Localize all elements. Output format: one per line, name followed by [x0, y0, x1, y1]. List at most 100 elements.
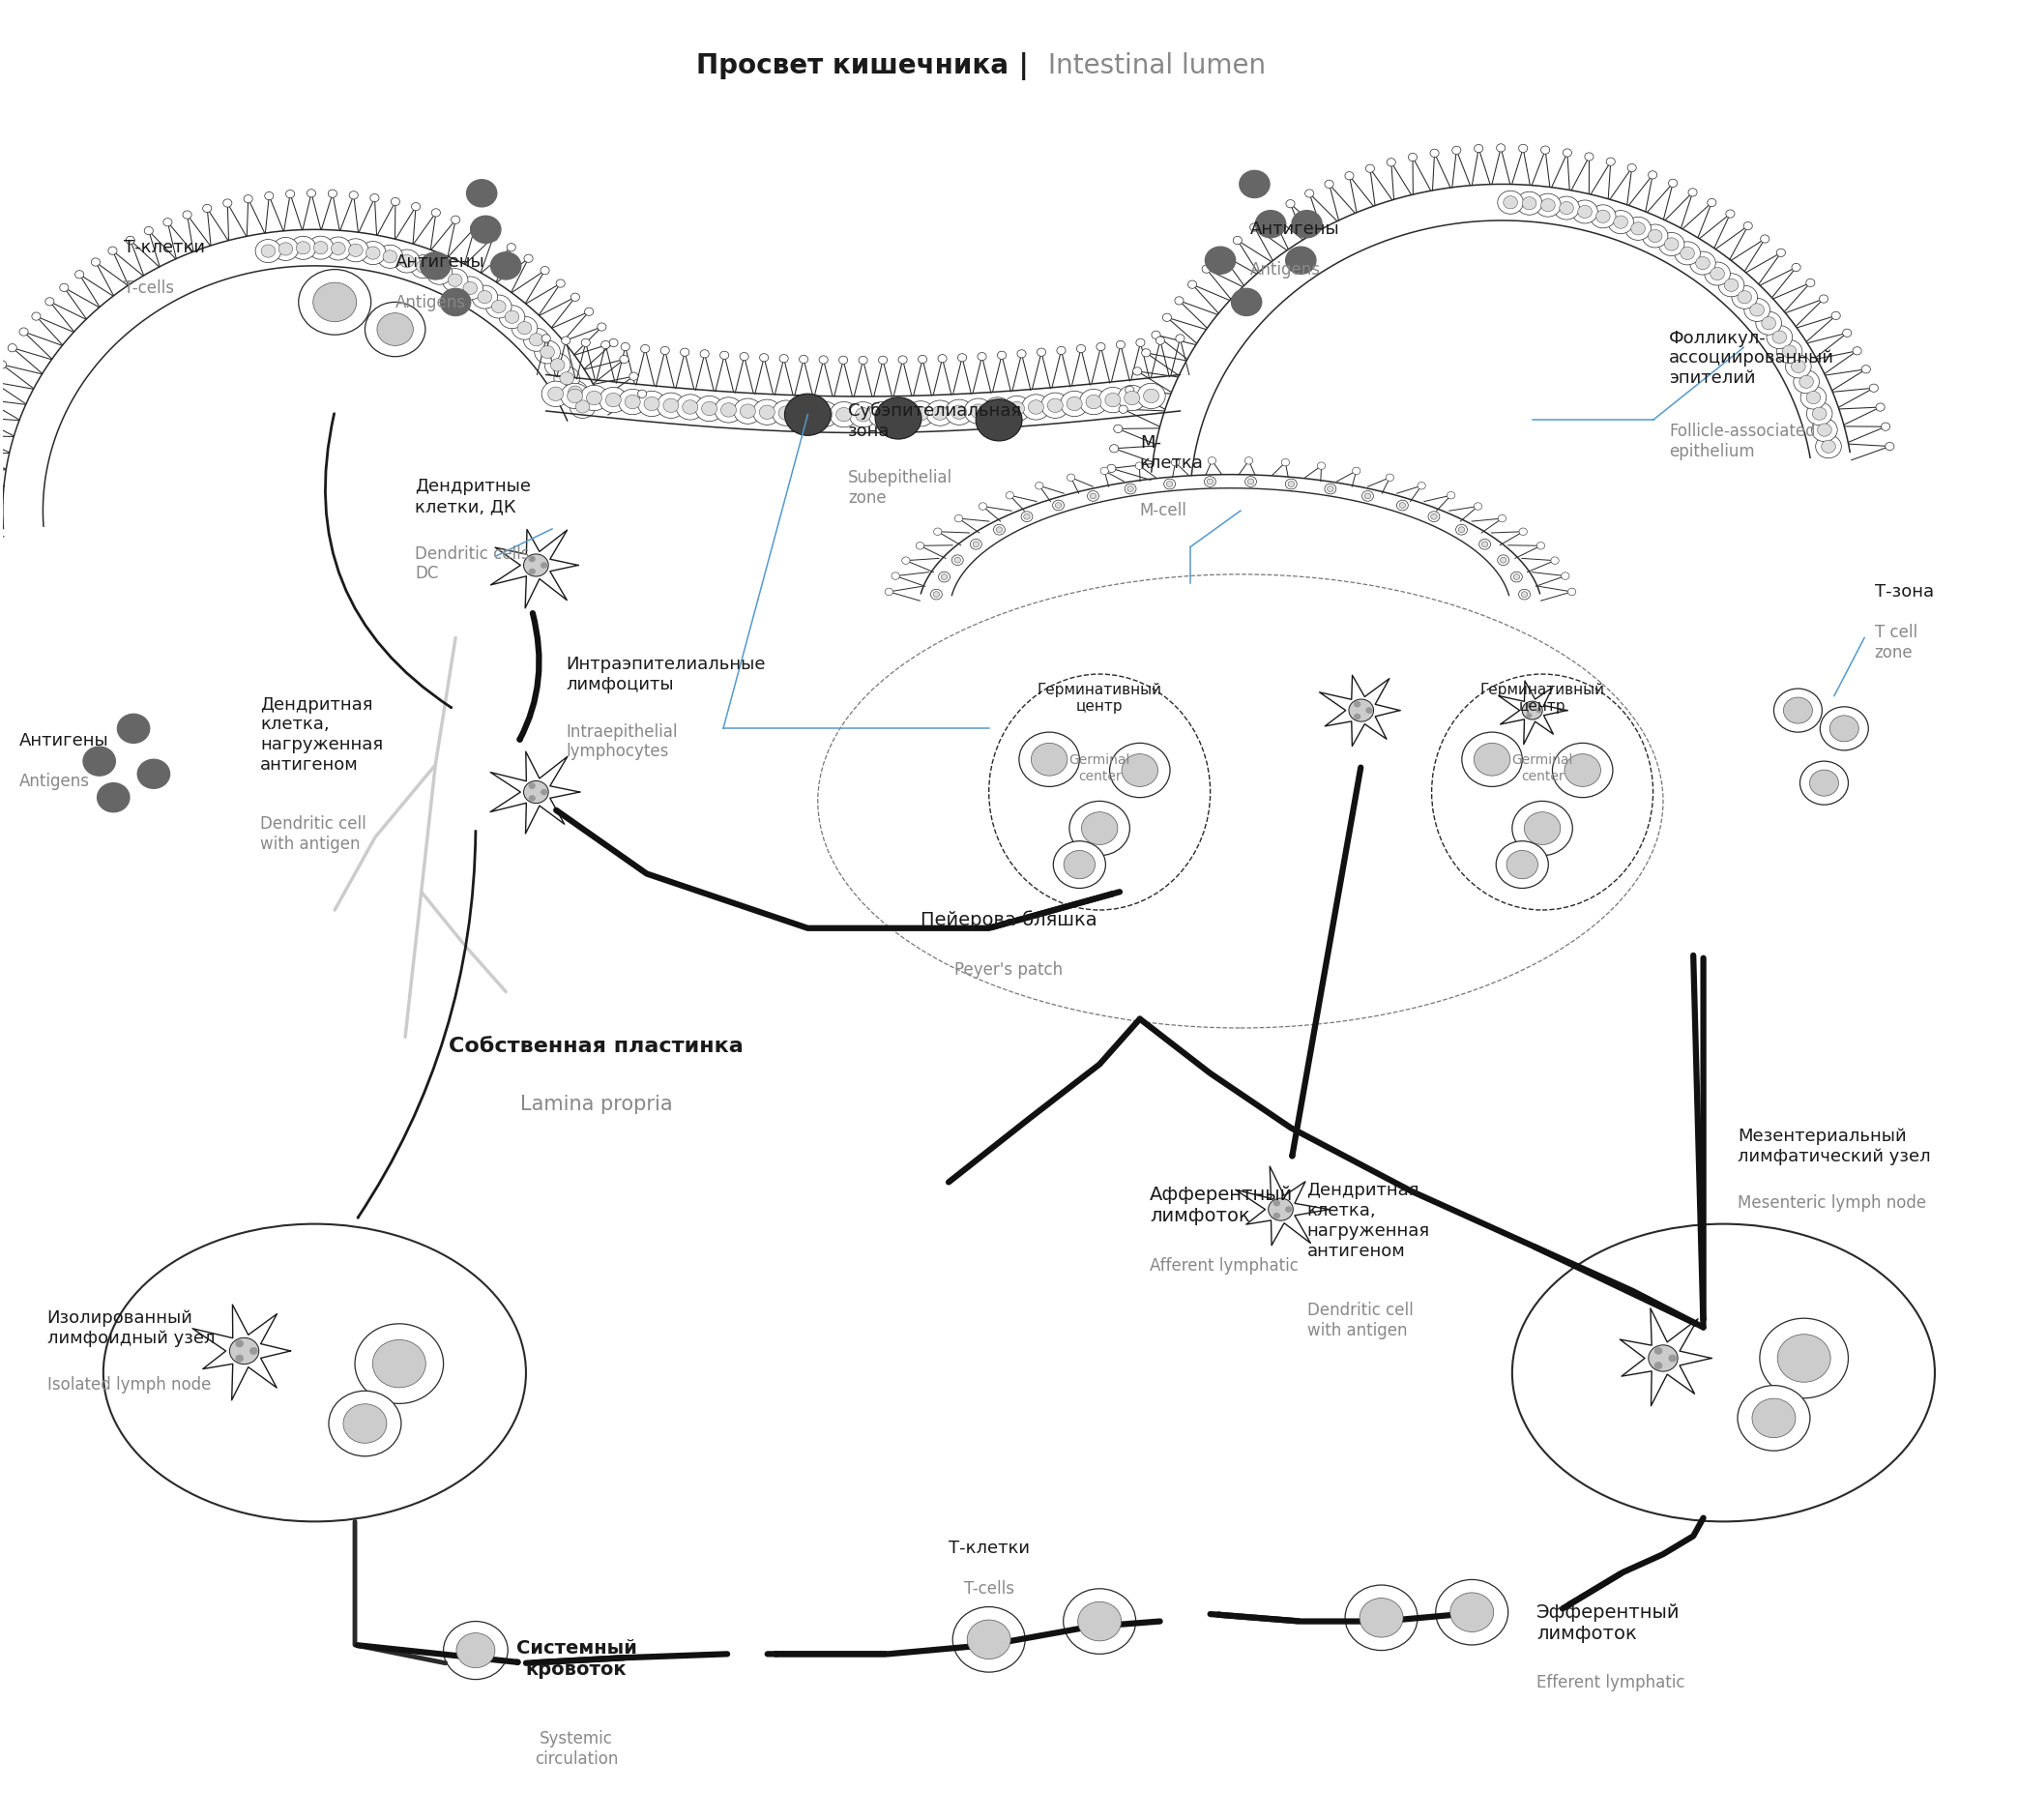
- Text: Dendritic cell
with antigen: Dendritic cell with antigen: [260, 815, 367, 854]
- Circle shape: [1348, 699, 1374, 721]
- Circle shape: [1360, 1598, 1403, 1638]
- Text: T-cells: T-cells: [965, 1580, 1013, 1598]
- Circle shape: [1705, 262, 1729, 286]
- Circle shape: [1812, 408, 1826, 420]
- Circle shape: [1756, 311, 1782, 335]
- Circle shape: [432, 209, 440, 217]
- Circle shape: [950, 406, 967, 419]
- Circle shape: [1572, 200, 1598, 224]
- Circle shape: [1774, 688, 1822, 732]
- Circle shape: [1806, 402, 1832, 426]
- Circle shape: [1695, 257, 1709, 269]
- Circle shape: [1752, 1398, 1796, 1438]
- Text: Antigens: Antigens: [1251, 260, 1322, 278]
- Circle shape: [626, 395, 640, 410]
- Circle shape: [1090, 493, 1096, 499]
- Circle shape: [1245, 477, 1257, 486]
- Circle shape: [1055, 502, 1061, 508]
- Circle shape: [1786, 355, 1812, 379]
- Circle shape: [329, 189, 337, 198]
- Circle shape: [20, 328, 28, 335]
- Circle shape: [0, 360, 6, 368]
- Circle shape: [1292, 211, 1322, 238]
- Text: Peyer's patch: Peyer's patch: [955, 961, 1063, 977]
- Circle shape: [1800, 761, 1848, 804]
- Circle shape: [1776, 249, 1786, 257]
- Circle shape: [1542, 198, 1556, 211]
- Circle shape: [1285, 200, 1296, 207]
- Circle shape: [1035, 482, 1043, 490]
- Circle shape: [1281, 459, 1290, 466]
- Circle shape: [365, 302, 426, 357]
- Circle shape: [575, 400, 589, 413]
- Polygon shape: [490, 752, 579, 834]
- Circle shape: [557, 280, 565, 288]
- Circle shape: [365, 246, 379, 260]
- Circle shape: [278, 242, 293, 255]
- Circle shape: [601, 340, 609, 349]
- Circle shape: [472, 286, 498, 309]
- Text: Intraepithelial
lymphocytes: Intraepithelial lymphocytes: [567, 723, 678, 761]
- Circle shape: [971, 404, 987, 419]
- Circle shape: [1063, 1589, 1136, 1654]
- Circle shape: [1475, 144, 1483, 153]
- Circle shape: [529, 568, 535, 575]
- Text: Антигены: Антигены: [396, 253, 484, 271]
- Circle shape: [1366, 164, 1374, 173]
- Circle shape: [394, 249, 420, 273]
- Circle shape: [888, 402, 916, 428]
- Circle shape: [569, 395, 595, 419]
- Circle shape: [377, 313, 414, 346]
- Circle shape: [817, 408, 831, 420]
- Circle shape: [930, 590, 942, 599]
- Text: Efferent lymphatic: Efferent lymphatic: [1536, 1674, 1685, 1691]
- Polygon shape: [1235, 1167, 1330, 1245]
- Polygon shape: [1499, 681, 1568, 744]
- Circle shape: [1162, 313, 1172, 322]
- Circle shape: [1118, 386, 1146, 411]
- Text: Intestinal lumen: Intestinal lumen: [1039, 53, 1265, 80]
- Circle shape: [973, 541, 979, 548]
- Circle shape: [1249, 224, 1259, 231]
- Text: Isolated lymph node: Isolated lymph node: [46, 1376, 210, 1394]
- Text: Dendritic cell
with antigen: Dendritic cell with antigen: [1308, 1301, 1413, 1340]
- Circle shape: [759, 406, 775, 419]
- Circle shape: [410, 255, 436, 278]
- Circle shape: [1564, 753, 1600, 786]
- Text: Germinal
center: Germinal center: [1511, 753, 1572, 783]
- Circle shape: [835, 408, 852, 422]
- Circle shape: [1497, 144, 1505, 151]
- Circle shape: [525, 255, 533, 262]
- Circle shape: [1088, 491, 1100, 501]
- Circle shape: [458, 277, 482, 300]
- Circle shape: [1830, 715, 1859, 741]
- Circle shape: [1853, 348, 1861, 355]
- Circle shape: [839, 357, 848, 364]
- Circle shape: [1247, 479, 1253, 484]
- Circle shape: [541, 335, 551, 342]
- Circle shape: [682, 400, 698, 415]
- Circle shape: [1366, 708, 1372, 713]
- Circle shape: [529, 795, 535, 801]
- Circle shape: [1590, 206, 1616, 228]
- Circle shape: [1725, 209, 1735, 218]
- Circle shape: [1189, 280, 1197, 289]
- Circle shape: [664, 399, 678, 413]
- Circle shape: [741, 353, 749, 360]
- Circle shape: [137, 759, 170, 788]
- Circle shape: [797, 406, 813, 420]
- Circle shape: [1614, 215, 1629, 229]
- Circle shape: [773, 400, 801, 426]
- Circle shape: [1816, 435, 1840, 459]
- Circle shape: [1217, 251, 1227, 258]
- Ellipse shape: [103, 1223, 527, 1522]
- Circle shape: [791, 400, 819, 426]
- Circle shape: [569, 386, 583, 399]
- Circle shape: [1037, 348, 1045, 357]
- Circle shape: [1396, 501, 1409, 510]
- Circle shape: [109, 248, 117, 255]
- Circle shape: [1231, 289, 1261, 315]
- Circle shape: [1324, 484, 1336, 493]
- Circle shape: [287, 189, 295, 198]
- Circle shape: [1431, 513, 1437, 519]
